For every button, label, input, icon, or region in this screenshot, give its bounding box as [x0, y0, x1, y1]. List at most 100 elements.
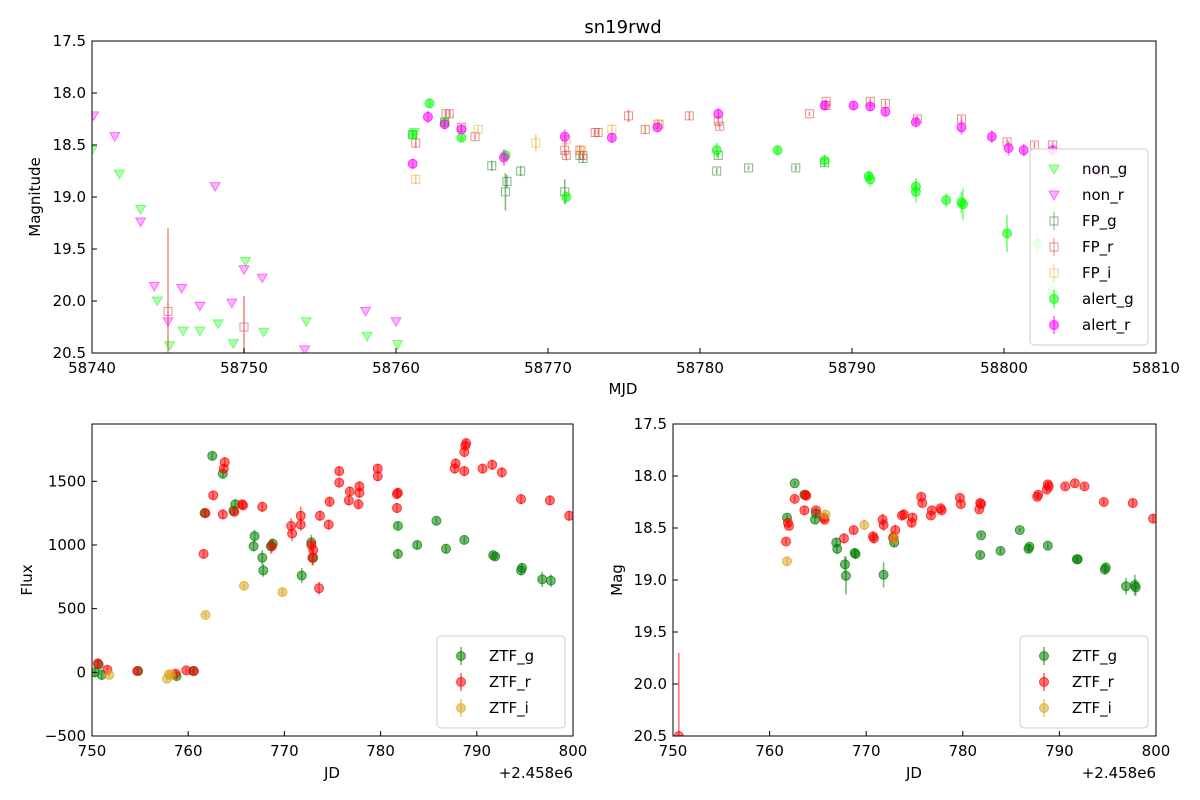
data-point — [212, 319, 225, 330]
legend-marker — [1049, 268, 1059, 278]
x-offset-label: +2.458e6 — [499, 764, 573, 782]
x-tick-label: 58740 — [68, 359, 116, 377]
data-point — [277, 587, 288, 598]
data-point — [217, 509, 228, 520]
data-point — [878, 519, 889, 530]
data-point — [92, 658, 103, 669]
mag-panel: 750 760 770 780 790 800 17.5 18.0 18.5 19.0 19.5 20… — [608, 415, 1170, 782]
data-point — [560, 145, 570, 155]
legend-label: ZTF_g — [489, 647, 534, 666]
data-point — [134, 217, 147, 228]
data-point — [334, 477, 345, 488]
data-point — [1024, 541, 1035, 552]
data-point — [459, 534, 470, 545]
data-point — [477, 463, 488, 474]
data-point — [941, 195, 952, 206]
data-point — [92, 145, 98, 156]
data-point — [1042, 540, 1053, 551]
y-tick-label: 0 — [76, 663, 86, 681]
data-point — [324, 496, 335, 507]
legend-marker — [1039, 677, 1049, 687]
data-point — [712, 166, 722, 176]
y-tick-label: 500 — [57, 600, 86, 618]
x-tick-label: 58770 — [524, 359, 572, 377]
legend-frame — [1029, 148, 1149, 346]
data-point — [391, 503, 402, 514]
data-point — [258, 565, 269, 576]
data-point — [1043, 481, 1054, 492]
data-point — [1069, 478, 1080, 489]
data-point — [151, 296, 164, 307]
x-tick-label: 780 — [948, 742, 977, 760]
top-lightcurve-panel: 58740 58750 58760 58770 58780 58790 58800 58810… — [26, 32, 1180, 398]
data-point — [334, 466, 345, 477]
legend-label: alert_g — [1082, 290, 1134, 309]
data-point — [175, 284, 188, 295]
chart-title: sn19rwd — [584, 17, 661, 38]
data-point — [975, 550, 986, 561]
legend-marker — [456, 703, 466, 713]
data-point — [353, 499, 364, 510]
x-tick-label: 58760 — [372, 359, 420, 377]
data-point — [439, 119, 450, 130]
x-tick-label: 760 — [174, 742, 203, 760]
data-point — [200, 508, 211, 519]
data-point — [194, 301, 206, 312]
legend: ZTF_g ZTF_r ZTF_i — [436, 635, 566, 729]
data-point — [239, 322, 249, 332]
data-point — [248, 541, 259, 552]
data-point — [838, 533, 849, 544]
data-point — [791, 163, 801, 173]
data-point — [392, 520, 403, 531]
y-tick-label: 19.5 — [634, 623, 667, 641]
data-point — [865, 101, 876, 112]
data-point — [878, 569, 889, 580]
plot-area — [92, 41, 1156, 353]
data-point — [516, 494, 527, 505]
x-axis-label: JD — [905, 764, 922, 782]
y-tick-label: 1000 — [48, 536, 86, 554]
data-point — [411, 174, 421, 184]
data-point — [956, 122, 967, 133]
data-point — [910, 117, 921, 128]
data-point — [1003, 143, 1014, 154]
data-point — [239, 256, 252, 267]
data-point — [177, 326, 190, 337]
data-point — [799, 505, 810, 516]
data-point — [296, 570, 307, 581]
legend-marker — [1049, 216, 1059, 226]
data-point — [652, 122, 663, 133]
data-point — [256, 273, 269, 284]
legend-frame — [436, 635, 566, 729]
data-point — [839, 559, 850, 570]
data-point — [450, 458, 461, 469]
data-point — [868, 533, 879, 544]
data-point — [789, 493, 800, 504]
data-point — [917, 498, 928, 509]
data-point — [1100, 562, 1111, 573]
legend-marker — [456, 677, 466, 687]
legend-label: non_g — [1082, 160, 1127, 179]
y-tick-label: 20.5 — [53, 344, 86, 362]
data-point — [889, 533, 900, 544]
legend: ZTF_g ZTF_r ZTF_i — [1019, 635, 1149, 729]
legend-label: ZTF_i — [489, 699, 529, 718]
legend: non_g non_r FP_g FP_r FP_i alert_g alert_r — [1029, 148, 1149, 346]
data-point — [744, 163, 754, 173]
data-point — [559, 131, 570, 142]
data-point — [392, 548, 403, 559]
data-point — [134, 204, 147, 215]
data-point — [561, 192, 572, 202]
data-point — [194, 326, 206, 337]
data-point — [208, 490, 219, 501]
data-point — [564, 510, 573, 521]
data-point — [411, 138, 421, 148]
data-point — [531, 138, 541, 148]
data-point — [104, 669, 115, 680]
data-point — [238, 265, 250, 276]
data-point — [1121, 581, 1132, 592]
legend-frame — [1019, 635, 1149, 729]
data-point — [976, 499, 987, 510]
data-point — [422, 111, 433, 122]
